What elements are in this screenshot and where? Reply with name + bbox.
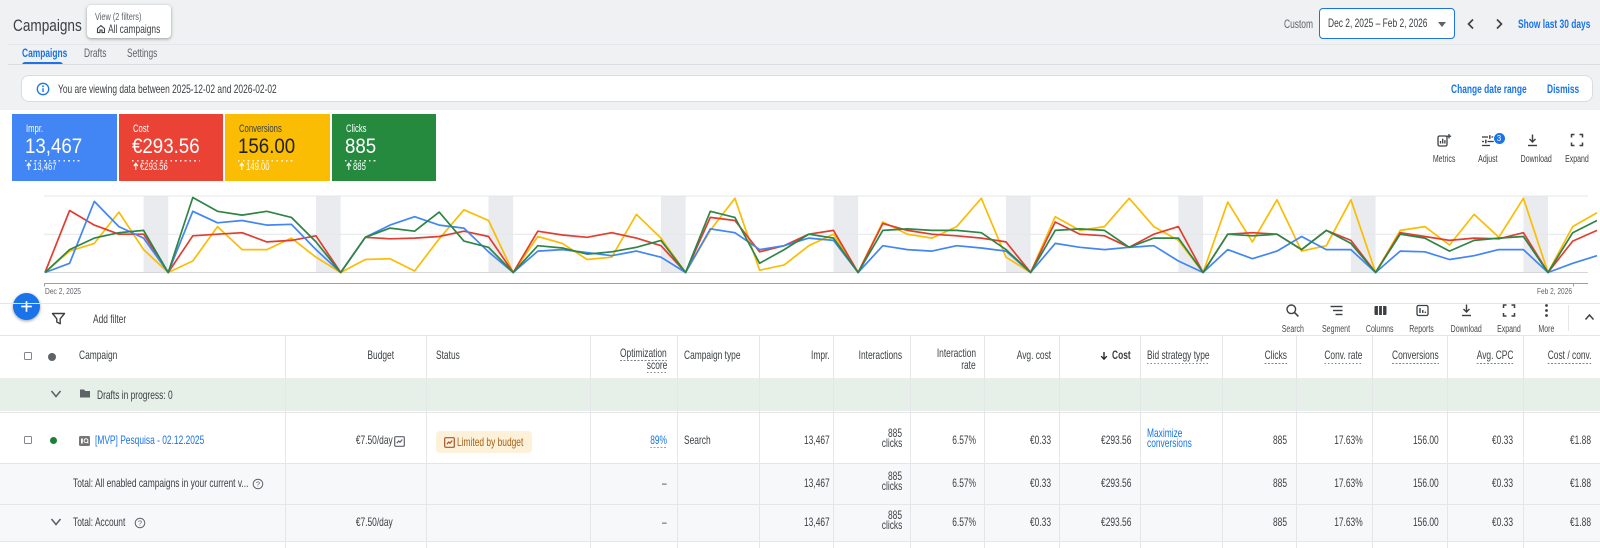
svg-text:Feb 2, 2026: Feb 2, 2026	[1537, 286, 1572, 296]
svg-text:?: ?	[138, 518, 142, 527]
svg-text:?: ?	[256, 479, 260, 488]
svg-text:Dec 2, 2025: Dec 2, 2025	[45, 286, 81, 296]
